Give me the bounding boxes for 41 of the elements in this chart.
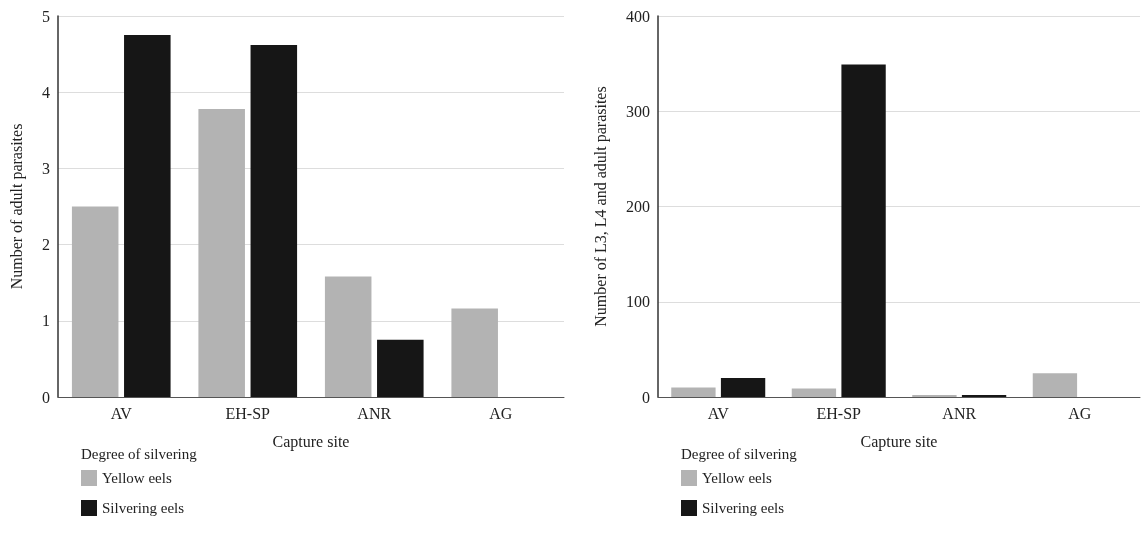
legend-label: Yellow eels <box>102 470 172 486</box>
y-tick-label: 400 <box>626 7 650 25</box>
x-tick-label: ANR <box>357 404 392 422</box>
bar <box>671 387 716 397</box>
legend-title: Degree of silvering <box>681 445 798 462</box>
x-tick-label: EH-SP <box>225 404 271 422</box>
bar <box>841 64 886 397</box>
bar <box>720 377 766 397</box>
y-tick-label: 5 <box>42 7 50 25</box>
bar <box>1032 373 1078 397</box>
y-tick-label: 2 <box>42 236 50 254</box>
legend-title: Degree of silvering <box>81 445 198 462</box>
y-tick-label: 200 <box>626 198 650 215</box>
y-tick-label: 1 <box>42 312 50 330</box>
x-axis-title: Capture site <box>272 432 350 451</box>
x-tick-label: EH-SP <box>816 404 862 422</box>
y-tick-label: 0 <box>42 388 50 406</box>
x-tick-label: ANR <box>942 404 977 422</box>
y-tick-label: 4 <box>42 83 50 101</box>
y-tick-label: 0 <box>642 388 650 406</box>
bar <box>451 308 498 397</box>
bar <box>377 339 424 397</box>
x-tick-label: AV <box>110 404 133 422</box>
bar <box>124 35 171 397</box>
y-tick-label: 300 <box>626 102 650 120</box>
x-tick-label: AG <box>489 404 513 422</box>
legend-label: Silvering eels <box>702 500 785 516</box>
legend-label: Silvering eels <box>102 500 185 516</box>
y-axis-title: Number of adult parasites <box>7 123 26 290</box>
y-axis-title: Number of L3, L4 and adult parasites <box>591 86 610 327</box>
y-tick-label: 100 <box>626 293 650 311</box>
bar <box>250 44 298 397</box>
bar <box>198 108 245 397</box>
x-tick-label: AV <box>707 404 730 422</box>
x-tick-label: AG <box>1068 404 1092 422</box>
legend-label: Yellow eels <box>702 470 772 486</box>
x-axis-title: Capture site <box>860 432 938 451</box>
bar <box>791 388 837 397</box>
bar <box>324 276 372 397</box>
bar <box>71 206 119 397</box>
y-tick-label: 3 <box>42 159 50 177</box>
